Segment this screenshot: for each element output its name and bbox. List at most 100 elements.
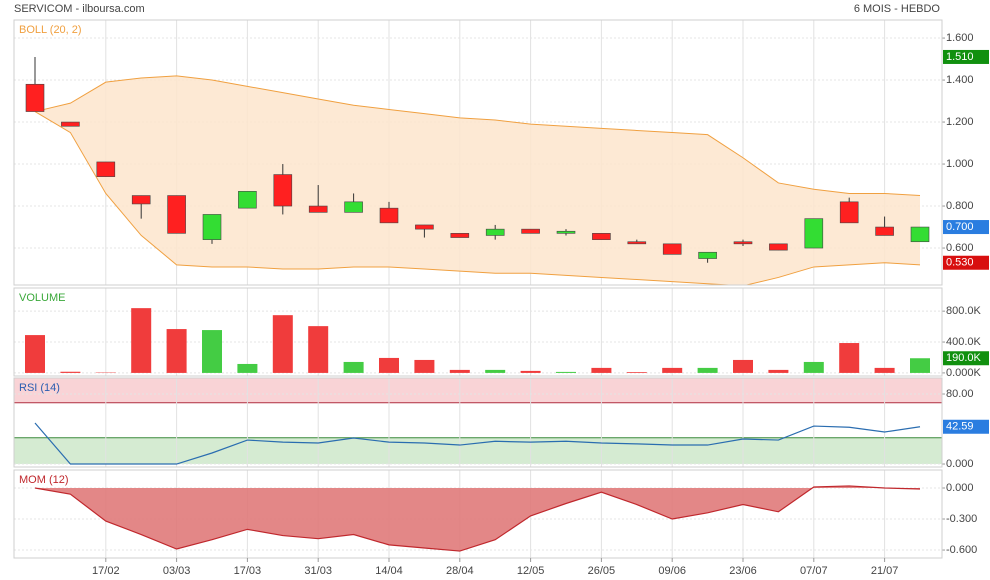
y-tick-label: 1.000 [946,158,974,170]
y-tick-label: -0.600 [946,544,977,556]
volume-bar [379,357,399,373]
candle-body [875,226,894,236]
upper-band [34,75,921,197]
volume-bar [874,367,895,373]
candle-body [910,226,930,243]
price-marker-label: 0.530 [946,257,974,269]
volume-bar [803,361,824,373]
candle-body [379,207,399,224]
chart-title: SERVICOM - ilboursa.com [14,3,145,15]
y-tick-label: 0.800 [946,200,974,212]
candle-body [733,241,753,245]
volume-bar [414,359,435,373]
y-tick-label: 400.0K [946,336,982,348]
volume-bar [485,369,506,373]
candle-body [415,224,434,230]
zone [14,378,942,403]
candle-body [592,233,611,240]
band-fill [35,75,920,285]
y-tick-label: 0.000 [946,458,974,470]
panel-border [13,377,943,468]
panel-title: BOLL (20, 2) [19,24,82,36]
candle-body [308,205,328,213]
price-marker-label: 42.59 [946,421,974,433]
volume-bar [25,335,45,373]
candle-body [450,233,470,238]
mom-line [34,485,921,552]
volume-bar [237,363,258,373]
candle-body [769,243,788,251]
candle-body [627,241,647,245]
volume-bar [768,369,789,373]
price-marker-label: 190.0K [946,352,982,364]
price-marker [943,220,989,235]
price-marker [943,419,989,434]
panel-title: RSI (14) [19,382,60,394]
x-tick-label: 26/05 [588,565,616,577]
y-tick-label: 1.200 [946,116,974,128]
candle-body [238,191,257,209]
panel-border [13,287,943,377]
rsi-line [34,422,921,465]
candle-body [167,195,186,234]
volume-bar [520,370,541,373]
x-tick-label: 07/07 [800,565,828,577]
panel-border [13,469,943,559]
candle-body [839,201,859,224]
panel [14,20,942,285]
period-label: 6 MOIS - HEBDO [854,3,941,15]
y-tick-label: 800.0K [946,305,982,317]
x-tick-label: 23/06 [729,565,757,577]
volume-bar [839,343,860,373]
volume-bar [662,367,683,373]
y-tick-label: 0.000 [946,482,974,494]
candle-body [202,214,222,240]
panel-border [13,19,943,286]
price-marker [943,49,989,64]
x-tick-label: 09/06 [658,565,686,577]
x-tick-label: 17/02 [92,565,120,577]
panel [14,288,942,376]
y-tick-label: 0.000K [946,367,982,379]
volume-bar [733,359,753,373]
y-tick-label: 0.600 [946,242,974,254]
candle-body [25,83,45,112]
x-tick-label: 17/03 [234,565,262,577]
y-tick-label: 1.400 [946,74,974,86]
candle-body [131,195,151,205]
panel-title: MOM (12) [19,474,69,486]
x-tick-label: 12/05 [517,565,545,577]
volume-bar [449,369,470,373]
volume-bar [343,361,364,373]
mom-fill [35,485,920,552]
y-tick-label: 1.600 [946,32,974,44]
volume-bar [910,358,930,373]
y-tick-label: -0.300 [946,513,977,525]
volume-bar [556,371,576,373]
candle-body [556,230,576,234]
volume-bar [308,326,329,373]
volume-bar [626,372,647,373]
x-tick-label: 31/03 [304,565,332,577]
y-tick-label: 80.00 [946,388,974,400]
candle-body [344,201,363,213]
candle-body [96,161,116,177]
candle-body [521,228,540,234]
x-tick-label: 28/04 [446,565,474,577]
x-tick-label: 14/04 [375,565,403,577]
price-marker-label: 1.510 [946,51,974,63]
candle-body [698,251,717,259]
price-marker-label: 0.700 [946,221,974,233]
x-tick-label: 21/07 [871,565,899,577]
panel-title: VOLUME [19,292,65,304]
volume-bar [591,367,612,373]
candle-body [804,218,824,249]
x-tick-label: 03/03 [163,565,191,577]
candle-body [273,174,293,207]
candle-body [662,243,682,255]
panel [14,470,942,558]
candle-body [485,228,505,236]
price-marker [943,351,989,366]
panel [14,378,942,467]
